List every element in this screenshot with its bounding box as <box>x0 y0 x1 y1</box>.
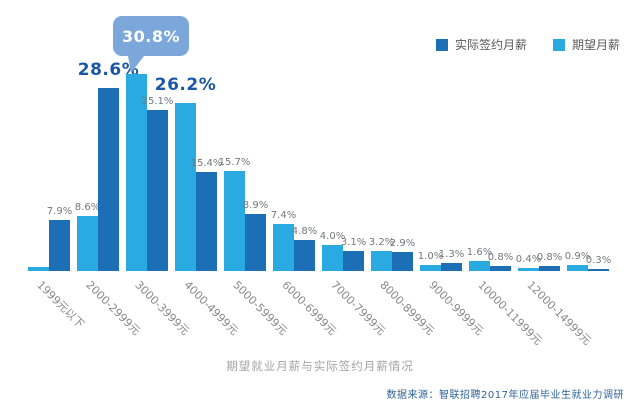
actual-bar: 3.1% <box>341 237 366 271</box>
value-label: 1.0% <box>417 251 444 262</box>
plot-area: 7.9% 1999元以下 8.6% 28.6% 2000-2999元 30.8% 25.1%… <box>28 0 611 348</box>
legend-item-expected: 期望月薪 <box>552 36 620 53</box>
value-label: 2.9% <box>389 238 416 249</box>
actual-bar: 0.8% <box>488 252 513 271</box>
expected-bar: 0.9% <box>565 251 590 271</box>
actual-bar: 2.9% <box>390 238 415 271</box>
value-label: 0.3% <box>585 255 612 266</box>
actual-bar: 7.9% <box>47 206 72 271</box>
actual-bar: 0.8% <box>537 252 562 271</box>
bar-group: 4.0% 3.1% 7000-7999元 <box>320 231 388 338</box>
value-label: 7.4% <box>270 210 297 221</box>
bar-group: 26.2% 15.4% 4000-4999元 <box>155 75 241 338</box>
value-label: 8.6% <box>74 202 101 213</box>
actual-bar: 15.4% <box>191 158 222 271</box>
expected-bar: 0.4% <box>516 254 541 271</box>
value-label: 0.8% <box>536 252 563 263</box>
value-label: 4.8% <box>291 226 318 237</box>
legend-swatch-actual-icon <box>435 38 448 51</box>
callout-bubble: 30.8% <box>113 16 189 73</box>
expected-bar: 4.0% <box>320 231 345 271</box>
expected-bar: 15.7% <box>219 157 250 271</box>
value-label: 15.4% <box>190 158 223 169</box>
bar-group: 8.6% 28.6% 2000-2999元 <box>75 60 143 338</box>
bar-group: 15.7% 8.9% 5000-5999元 <box>219 157 290 338</box>
expected-bar: 26.2% <box>155 75 216 271</box>
expected-bar: 8.6% <box>75 202 100 271</box>
bar-group: 7.9% 1999元以下 <box>28 206 87 331</box>
value-label: 0.8% <box>487 252 514 263</box>
chart-title: 期望就业月薪与实际签约月薪情况 <box>226 359 414 373</box>
value-label: 15.7% <box>218 157 251 168</box>
actual-bar: 25.1% <box>142 96 173 271</box>
legend: 实际签约月薪 期望月薪 <box>435 36 620 53</box>
actual-bar: 28.6% <box>78 60 139 271</box>
value-label: 1.3% <box>438 249 465 260</box>
actual-bar: 0.3% <box>586 255 611 271</box>
bar-group: 0.9% 0.3% <box>565 251 611 271</box>
value-label: 3.1% <box>340 237 367 248</box>
value-label: 28.6% <box>77 60 140 80</box>
expected-bar: 1.6% <box>467 247 492 271</box>
value-label: 25.1% <box>141 96 174 107</box>
actual-bar: 8.9% <box>243 200 268 271</box>
bar-group: 30.8% 25.1% 3000-3999元 <box>113 16 192 338</box>
legend-swatch-expected-icon <box>552 38 565 51</box>
legend-label-expected: 期望月薪 <box>571 38 620 52</box>
bar-group: 1.0% 1.3% 9000-9999元 <box>418 249 486 338</box>
bar-group: 7.4% 4.8% 6000-6999元 <box>271 210 339 338</box>
legend-label-actual: 实际签约月薪 <box>454 38 527 52</box>
value-label: 3.2% <box>368 237 395 248</box>
category-label: 1999元以下 <box>34 278 87 331</box>
expected-bar: 30.8% <box>113 16 189 271</box>
value-label: 0.4% <box>515 254 542 265</box>
bar-group: 3.2% 2.9% 8000-8999元 <box>369 237 437 338</box>
data-source: 数据来源：智联招聘2017年应届毕业生就业力调研 <box>386 390 624 401</box>
value-label: 7.9% <box>46 206 73 217</box>
value-label: 8.9% <box>242 200 269 211</box>
value-label: 1.6% <box>466 247 493 258</box>
callout-value: 30.8% <box>121 26 180 46</box>
value-label: 0.9% <box>564 251 591 262</box>
expected-bar: 3.2% <box>369 237 394 271</box>
bar-group: 1.6% 0.8% 10000-11999元 <box>467 247 545 348</box>
expected-bar: 1.0% <box>418 251 443 271</box>
actual-bar: 1.3% <box>439 249 464 271</box>
actual-bar: 4.8% <box>292 226 317 271</box>
value-label: 26.2% <box>154 75 217 95</box>
legend-item-actual: 实际签约月薪 <box>435 36 527 53</box>
bar-group: 0.4% 0.8% 12000-14999元 <box>516 252 594 348</box>
expected-bar: 7.4% <box>271 210 296 271</box>
value-label: 4.0% <box>319 231 346 242</box>
expected-bar <box>28 267 49 271</box>
